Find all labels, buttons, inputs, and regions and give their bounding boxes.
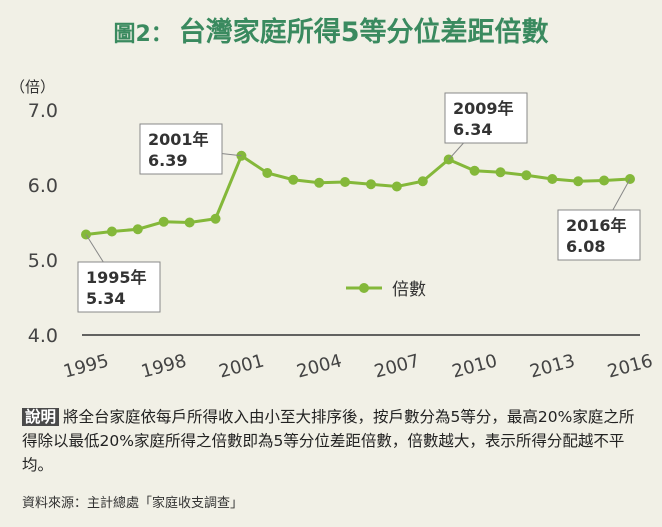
y-axis-label: （倍） — [10, 78, 55, 96]
data-point — [106, 226, 117, 237]
callout-value: 6.08 — [566, 237, 605, 256]
data-point — [340, 177, 351, 187]
data-point — [365, 179, 376, 190]
y-tick-label: 4.0 — [28, 325, 58, 347]
source-note: 資料來源：主計總處「家庭收支調查」 — [22, 496, 244, 511]
description: 說明 將全台家庭依每戶所得收入由小至大排序後，按戶數分為5等分，最高20%家庭之所… — [22, 405, 647, 477]
data-point — [314, 177, 325, 188]
chart-title: 台灣家庭所得5等分位差距倍數 — [178, 17, 549, 48]
callout-year: 2001年 — [148, 130, 209, 149]
data-point — [184, 217, 195, 228]
x-tick-label: 2016 — [605, 350, 655, 382]
data-point — [469, 165, 480, 176]
data-point — [521, 170, 532, 181]
callout-year: 2016年 — [566, 216, 627, 235]
description-text: 將全台家庭依每戶所得收入由小至大排序後，按戶數分為5等分，最高20%家庭之所得除… — [22, 408, 635, 474]
x-tick-label: 2001 — [217, 350, 267, 382]
callout-value: 6.39 — [148, 151, 187, 170]
data-point — [132, 224, 143, 235]
callout-box — [444, 92, 528, 144]
line-chart: （倍） 4.0 5.0 6.0 7.0 1995 1998 2001 2004 2007 2010 2… — [10, 78, 655, 383]
callout-year: 1995年 — [86, 268, 147, 287]
figure-number: 圖2： — [113, 22, 173, 47]
data-point — [599, 175, 610, 186]
callout-box — [557, 209, 641, 261]
callout-value: 6.34 — [453, 120, 492, 139]
data-point — [210, 213, 221, 224]
data-point — [417, 176, 428, 187]
x-tick-label: 2010 — [450, 350, 500, 382]
data-point — [495, 167, 506, 178]
data-point — [158, 216, 169, 227]
x-tick-label: 1995 — [61, 350, 111, 382]
page-title: 圖2： 台灣家庭所得5等分位差距倍數 — [0, 10, 662, 49]
callout-year: 2009年 — [453, 99, 514, 118]
callout-box — [139, 123, 223, 175]
x-tick-label: 2013 — [528, 350, 578, 382]
x-tick-label: 1998 — [139, 350, 189, 382]
data-point — [262, 168, 273, 178]
data-point — [391, 181, 402, 192]
y-tick-label: 5.0 — [28, 250, 58, 272]
series-line — [85, 153, 631, 236]
callout-box — [77, 261, 161, 313]
y-tick-label: 7.0 — [28, 100, 58, 122]
data-point — [547, 174, 558, 184]
callout-value: 5.34 — [86, 289, 125, 308]
legend-label: 倍數 — [392, 280, 426, 300]
x-tick-label: 2004 — [294, 350, 344, 382]
x-tick-label: 2007 — [372, 350, 422, 382]
description-tag: 說明 — [22, 408, 60, 426]
data-point — [573, 176, 584, 187]
data-point — [288, 174, 299, 185]
legend-marker — [359, 283, 369, 293]
y-tick-label: 6.0 — [28, 175, 58, 197]
